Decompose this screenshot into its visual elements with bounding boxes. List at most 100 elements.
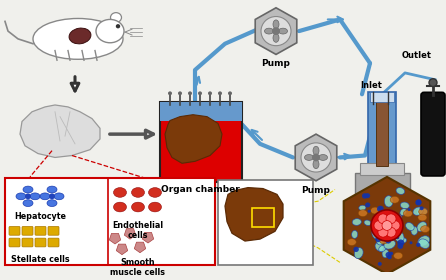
- Polygon shape: [344, 177, 430, 274]
- Ellipse shape: [16, 193, 26, 200]
- Ellipse shape: [364, 220, 371, 225]
- Ellipse shape: [113, 202, 127, 212]
- Circle shape: [198, 91, 202, 95]
- Circle shape: [116, 24, 120, 28]
- FancyBboxPatch shape: [218, 180, 313, 265]
- Ellipse shape: [396, 188, 405, 194]
- Ellipse shape: [400, 209, 407, 215]
- Circle shape: [373, 222, 377, 225]
- Ellipse shape: [386, 210, 395, 222]
- FancyBboxPatch shape: [35, 227, 46, 235]
- Circle shape: [49, 193, 55, 199]
- FancyBboxPatch shape: [370, 92, 394, 102]
- Ellipse shape: [149, 202, 161, 212]
- Ellipse shape: [54, 193, 64, 200]
- Ellipse shape: [376, 234, 386, 245]
- Circle shape: [362, 193, 368, 199]
- FancyBboxPatch shape: [160, 102, 242, 182]
- Circle shape: [386, 227, 396, 237]
- Ellipse shape: [393, 215, 402, 223]
- Circle shape: [416, 200, 421, 205]
- Ellipse shape: [111, 13, 121, 22]
- Ellipse shape: [371, 207, 380, 214]
- Ellipse shape: [384, 228, 392, 235]
- Ellipse shape: [380, 226, 389, 237]
- FancyBboxPatch shape: [48, 227, 59, 235]
- FancyBboxPatch shape: [48, 238, 59, 247]
- Ellipse shape: [378, 219, 388, 227]
- Ellipse shape: [388, 230, 396, 236]
- Circle shape: [353, 247, 359, 252]
- Ellipse shape: [375, 243, 383, 251]
- Ellipse shape: [273, 34, 279, 42]
- Ellipse shape: [384, 240, 396, 249]
- Circle shape: [178, 91, 182, 95]
- Ellipse shape: [358, 210, 368, 216]
- Circle shape: [382, 220, 385, 223]
- FancyBboxPatch shape: [376, 98, 388, 166]
- Text: Inlet: Inlet: [360, 81, 382, 90]
- Ellipse shape: [23, 186, 33, 193]
- Ellipse shape: [382, 249, 389, 258]
- Ellipse shape: [313, 146, 319, 155]
- Ellipse shape: [393, 228, 399, 234]
- Text: Organ chamber: Organ chamber: [161, 185, 240, 194]
- FancyBboxPatch shape: [368, 92, 396, 172]
- Ellipse shape: [132, 202, 145, 212]
- FancyBboxPatch shape: [9, 238, 20, 247]
- Ellipse shape: [384, 216, 392, 223]
- Circle shape: [378, 227, 388, 237]
- Circle shape: [371, 210, 403, 241]
- Circle shape: [387, 255, 392, 259]
- Ellipse shape: [132, 188, 145, 197]
- Ellipse shape: [380, 237, 388, 244]
- Circle shape: [416, 243, 421, 247]
- Text: Outlet: Outlet: [402, 51, 432, 60]
- Circle shape: [377, 206, 384, 212]
- Circle shape: [390, 221, 400, 230]
- FancyBboxPatch shape: [355, 173, 410, 194]
- Circle shape: [385, 252, 392, 258]
- Circle shape: [396, 236, 399, 239]
- Text: Hepatocyte: Hepatocyte: [14, 212, 66, 221]
- Circle shape: [261, 17, 291, 46]
- Polygon shape: [295, 134, 337, 181]
- Circle shape: [272, 27, 280, 35]
- Text: Pump: Pump: [261, 59, 290, 68]
- Ellipse shape: [313, 160, 319, 169]
- Ellipse shape: [384, 196, 393, 207]
- Ellipse shape: [278, 28, 288, 34]
- Circle shape: [429, 79, 437, 87]
- Circle shape: [188, 91, 192, 95]
- Circle shape: [374, 221, 384, 230]
- Ellipse shape: [417, 208, 427, 216]
- Circle shape: [301, 143, 331, 172]
- Ellipse shape: [352, 219, 361, 225]
- Ellipse shape: [418, 214, 427, 221]
- Text: Stellate cells: Stellate cells: [11, 255, 69, 264]
- Circle shape: [25, 193, 31, 199]
- Ellipse shape: [403, 210, 413, 217]
- Circle shape: [368, 210, 371, 213]
- Circle shape: [385, 238, 391, 244]
- Text: Endothelial
cells: Endothelial cells: [112, 221, 164, 240]
- FancyBboxPatch shape: [421, 92, 445, 176]
- Circle shape: [383, 221, 388, 226]
- Circle shape: [377, 214, 383, 219]
- Ellipse shape: [69, 28, 91, 44]
- Circle shape: [208, 91, 212, 95]
- Circle shape: [386, 226, 391, 232]
- FancyBboxPatch shape: [35, 238, 46, 247]
- Ellipse shape: [372, 228, 381, 240]
- Polygon shape: [255, 8, 297, 54]
- Circle shape: [382, 221, 392, 230]
- Circle shape: [415, 200, 421, 206]
- Text: Smooth
muscle cells: Smooth muscle cells: [111, 258, 165, 277]
- Circle shape: [381, 237, 384, 240]
- Circle shape: [397, 243, 403, 249]
- Ellipse shape: [40, 193, 50, 200]
- Circle shape: [365, 193, 370, 198]
- Ellipse shape: [393, 230, 404, 242]
- Ellipse shape: [421, 226, 429, 232]
- FancyBboxPatch shape: [360, 163, 404, 175]
